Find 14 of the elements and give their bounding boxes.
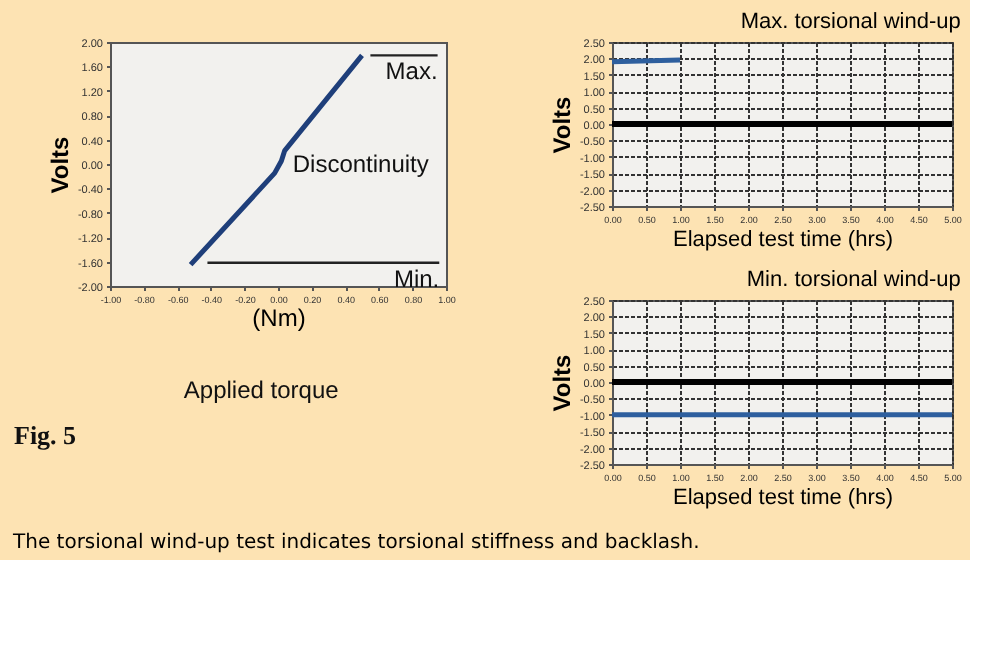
x-axis-title: Elapsed test time (hrs) xyxy=(672,486,894,510)
x-axis-title: Elapsed test time (hrs) xyxy=(672,228,894,252)
series-label: Max. xyxy=(385,57,438,86)
y-axis-title: Volts xyxy=(547,353,576,412)
text: The torsional wind-up test indicates torsional stiffness and backlash. xyxy=(11,532,700,554)
y-axis-title: Volts xyxy=(547,95,576,154)
caption: Fig. 5 xyxy=(14,420,78,450)
x-axis-title: (Nm) xyxy=(252,304,306,332)
chart-title: Max. torsional wind-up xyxy=(740,10,961,34)
y-axis-title: Volts xyxy=(45,135,74,194)
series-label: Min. xyxy=(393,264,440,293)
text: Applied torque xyxy=(183,376,340,404)
annotation: Discontinuity xyxy=(292,150,429,178)
chart-title: Min. torsional wind-up xyxy=(746,268,961,292)
